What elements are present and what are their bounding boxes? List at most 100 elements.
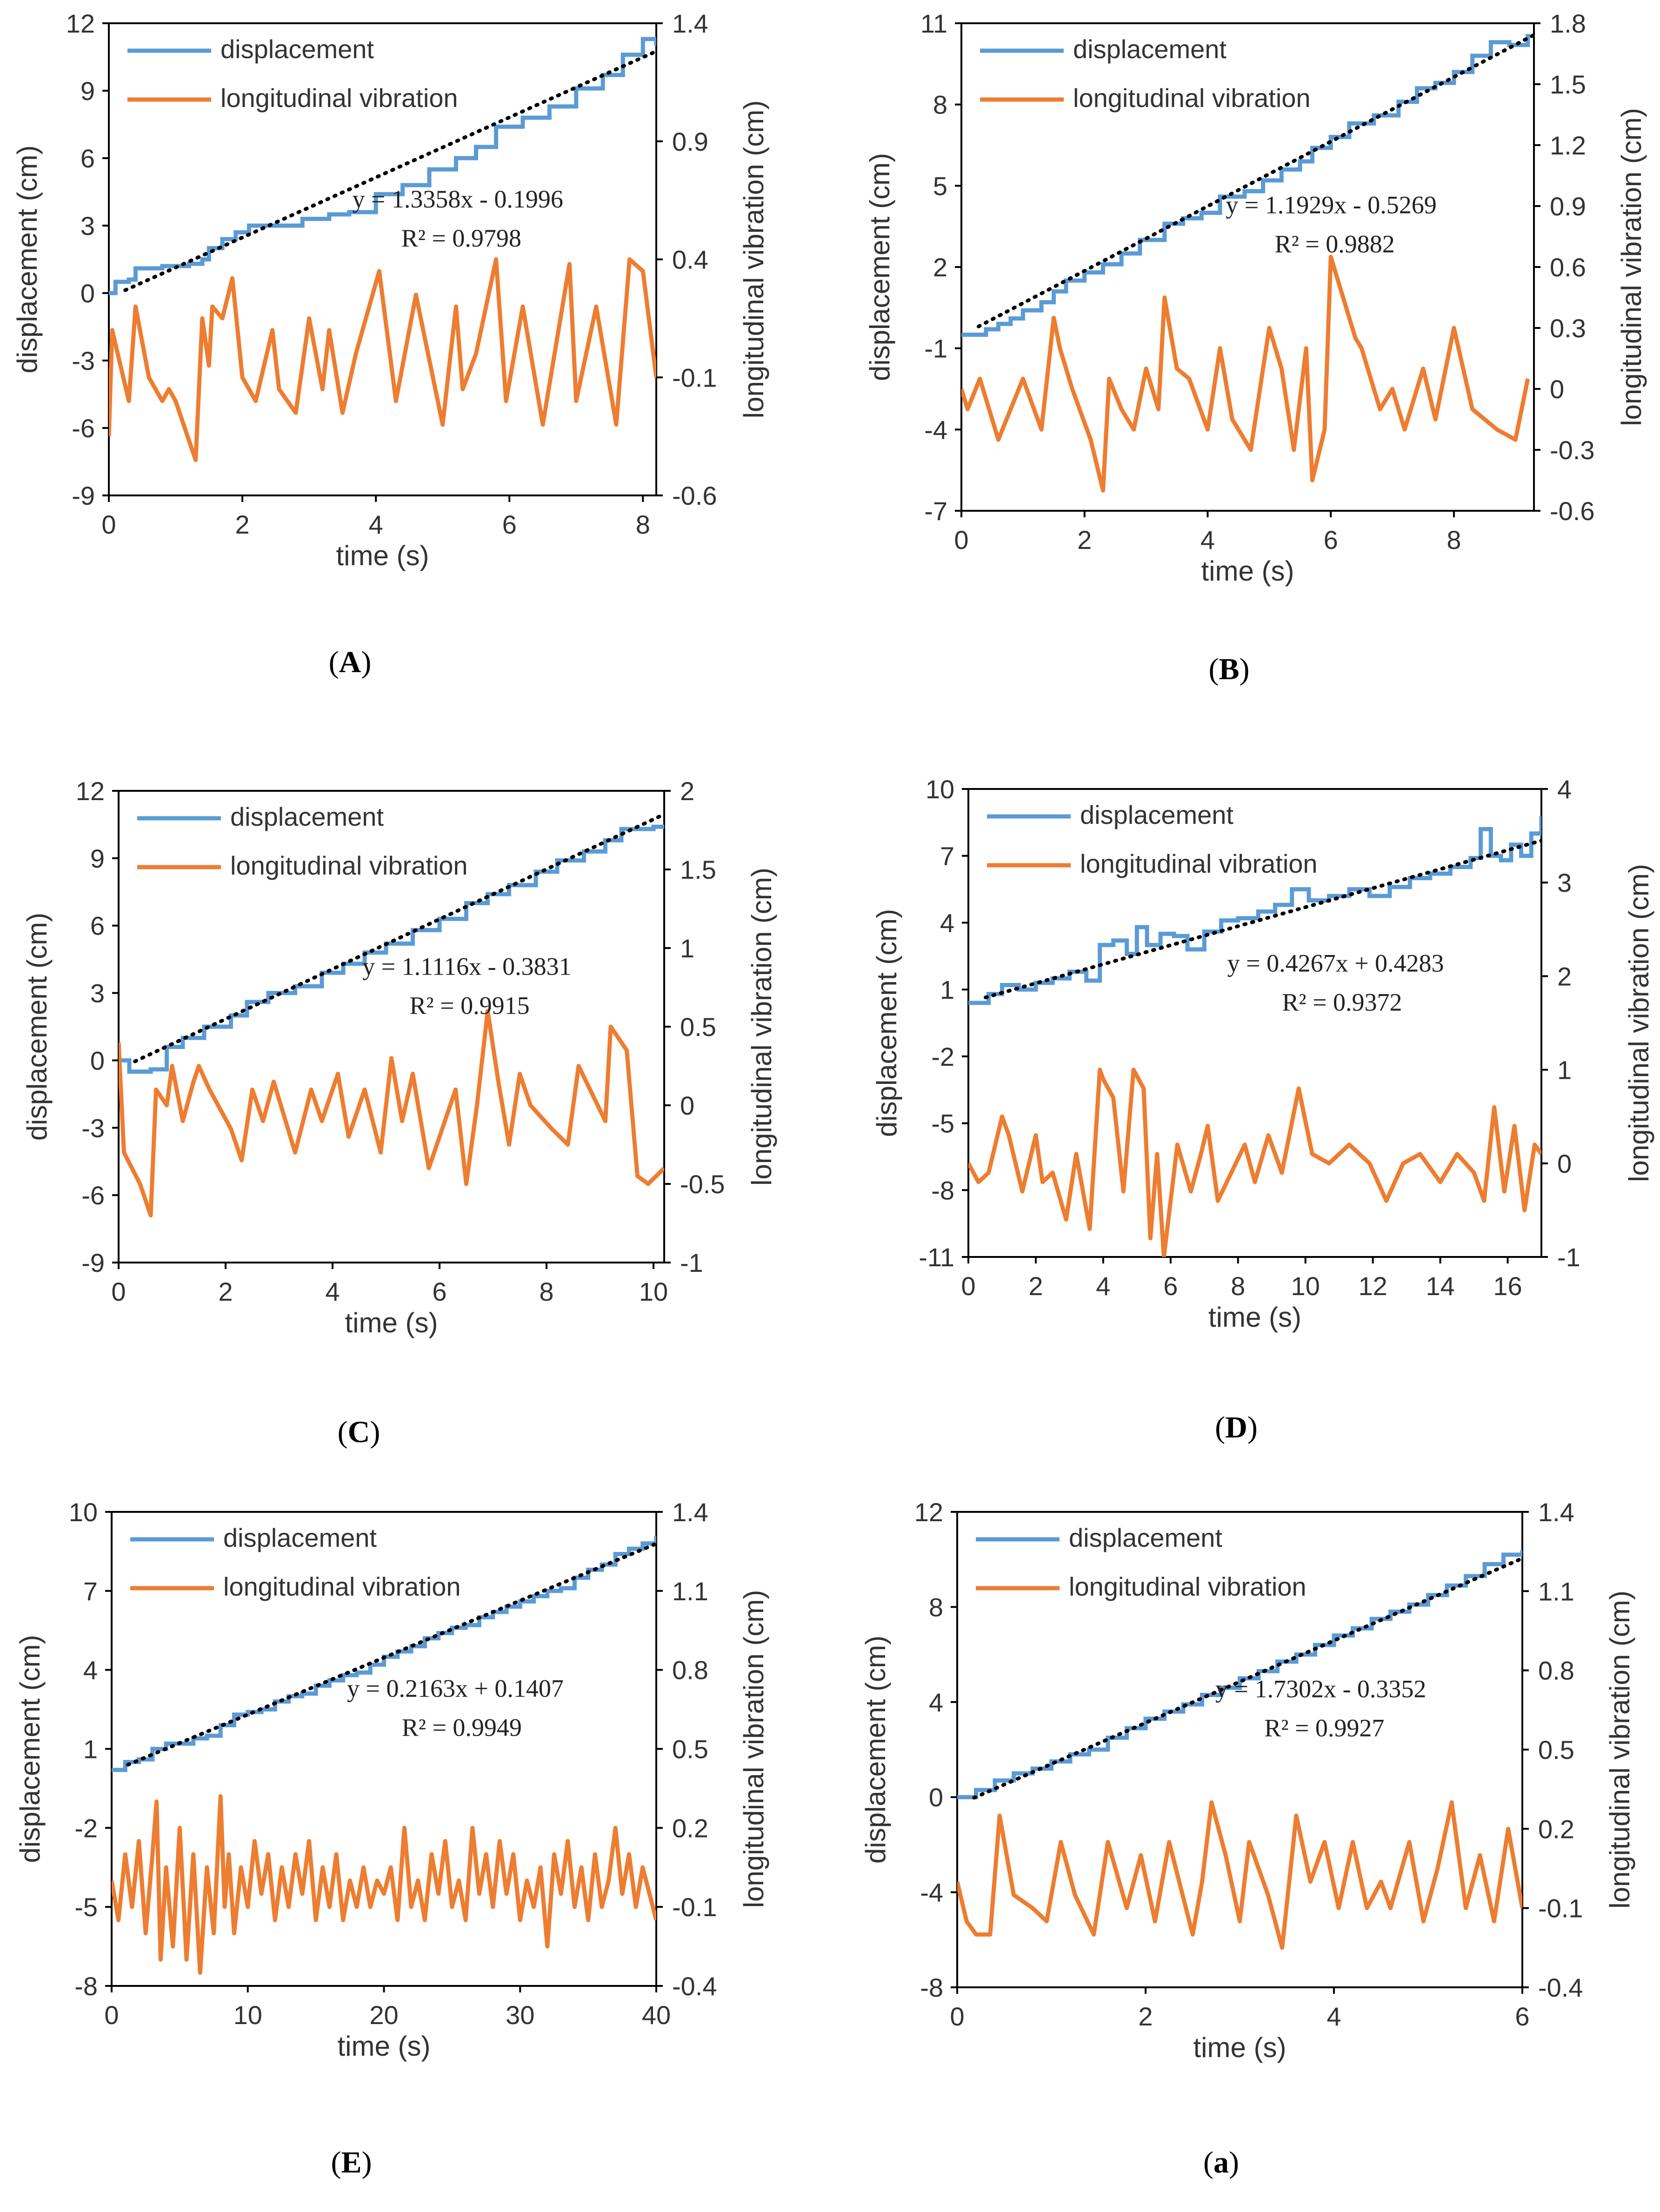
y-tick-label: -6 <box>81 1181 105 1210</box>
linear-trendline <box>976 33 1534 328</box>
legend-label-displacement: displacement <box>1073 34 1227 64</box>
y2-axis-title: longitudinal vibration (cm) <box>1616 108 1647 426</box>
vibration-series-line <box>119 1009 664 1218</box>
trend-equation: y = 0.4267x + 0.4283 <box>1227 949 1444 977</box>
y-axis-title: displacement (cm) <box>14 1635 46 1863</box>
x-tick-label: 0 <box>950 2002 964 2031</box>
legend-label-displacement: displacement <box>230 802 384 831</box>
y-tick-label: 7 <box>83 1577 98 1606</box>
x-tick-label: 4 <box>1200 525 1215 555</box>
series-group <box>957 1550 1522 1950</box>
vibration-series-line <box>112 1794 656 1975</box>
y2-tick-label: -0.5 <box>680 1169 725 1199</box>
y-axis-title: displacement (cm) <box>12 145 43 373</box>
y2-axis-title: longitudinal vibration (cm) <box>738 1590 769 1908</box>
y-tick-label: 4 <box>940 908 954 937</box>
y2-tick-label: 0.5 <box>672 1735 708 1764</box>
trend-r-squared: R² = 0.9927 <box>1264 1714 1384 1742</box>
y2-tick-label: 0.6 <box>1550 253 1586 282</box>
y2-tick-label: -0.3 <box>1550 435 1595 465</box>
displacement-series-line <box>112 1535 656 1772</box>
y2-tick-label: 2 <box>680 776 694 806</box>
series-group <box>968 815 1541 1257</box>
x-tick-label: 2 <box>235 510 249 539</box>
y-tick-label: 9 <box>90 844 105 873</box>
panel-letter: A <box>339 645 361 679</box>
linear-trendline <box>123 49 656 292</box>
y2-tick-label: 1.8 <box>1550 9 1586 38</box>
y2-tick-label: 1 <box>1557 1056 1572 1085</box>
y2-tick-label: 0.2 <box>672 1813 708 1843</box>
x-tick-label: 40 <box>642 2000 671 2030</box>
y2-tick-label: 1 <box>680 934 694 963</box>
legend-label-vibration: longitudinal vibration <box>1080 849 1318 878</box>
legend-label-displacement: displacement <box>220 34 374 64</box>
y-tick-label: 3 <box>90 979 105 1008</box>
y2-tick-label: 3 <box>1557 868 1572 897</box>
y-tick-label: 9 <box>80 76 95 106</box>
x-tick-label: 10 <box>1291 1271 1320 1301</box>
y2-axis-title: longitudinal vibration (cm) <box>1623 864 1654 1182</box>
y-tick-label: -4 <box>920 1878 943 1907</box>
y-axis-title: displacement (cm) <box>21 913 53 1141</box>
y2-axis-title: longitudinal vibration (cm) <box>746 868 777 1186</box>
y2-tick-label: -0.6 <box>672 481 717 510</box>
trend-r-squared: R² = 0.9882 <box>1275 230 1395 258</box>
trend-r-squared: R² = 0.9798 <box>401 224 521 252</box>
y2-tick-label: 4 <box>1557 775 1572 804</box>
trend-equation: y = 1.1116x - 0.3831 <box>362 952 571 980</box>
y2-axis-title: longitudinal vibration (cm) <box>738 100 769 419</box>
y-tick-label: -2 <box>74 1813 98 1843</box>
chart-panel-a: -8 -4 0 4 8 12 -0.4 -0.1 0.2 0.5 0.8 1.1 1.4 0 2 4 6 time… <box>860 1497 1635 2179</box>
y-tick-label: -11 <box>919 1243 954 1272</box>
y-axis-title: displacement (cm) <box>860 1636 891 1864</box>
trend-equation: y = 0.2163x + 0.1407 <box>347 1674 564 1702</box>
panel-label: (E) <box>331 2145 372 2179</box>
y2-tick-label: 0.9 <box>672 127 708 156</box>
series-group <box>119 812 664 1218</box>
vibration-series-line <box>957 1800 1522 1950</box>
panel-letter: C <box>348 1415 370 1449</box>
panel-label: (a) <box>1203 2145 1239 2179</box>
panel-letter: D <box>1225 1410 1247 1444</box>
x-tick-label: 10 <box>233 2000 262 2030</box>
x-axis-title: time (s) <box>338 2031 431 2062</box>
trend-r-squared: R² = 0.9915 <box>409 991 529 1019</box>
x-tick-label: 6 <box>1324 525 1338 555</box>
y-tick-label: -8 <box>931 1176 954 1205</box>
displacement-series-line <box>957 1550 1522 1799</box>
y2-tick-label: 1.5 <box>1550 70 1586 99</box>
linear-trendline <box>133 812 664 1063</box>
x-tick-label: 4 <box>369 510 383 539</box>
y-tick-label: 10 <box>926 775 954 804</box>
x-tick-label: 2 <box>218 1277 233 1306</box>
y2-tick-label: 0.9 <box>1550 192 1586 221</box>
x-tick-label: 8 <box>539 1277 553 1306</box>
y-axis-title: displacement (cm) <box>871 909 902 1137</box>
y-tick-label: -3 <box>81 1113 105 1143</box>
y-tick-label: 10 <box>69 1497 98 1527</box>
legend-label-displacement: displacement <box>1069 1523 1222 1552</box>
legend-label-vibration: longitudinal vibration <box>230 851 468 880</box>
x-tick-label: 2 <box>1138 2002 1153 2031</box>
x-tick-label: 30 <box>506 2000 534 2030</box>
y-tick-label: -6 <box>72 414 95 443</box>
trend-r-squared: R² = 0.9949 <box>402 1713 522 1741</box>
y2-tick-label: 0 <box>1557 1149 1572 1178</box>
x-axis-title: time (s) <box>345 1307 438 1338</box>
chart-panel-B: -7 -4 -1 2 5 8 11 -0.6 -0.3 0 0.3 0.6 0.9 1.2 1.5 1.8 0 2… <box>864 9 1647 686</box>
y-tick-label: 11 <box>920 9 947 38</box>
y2-tick-label: 0.8 <box>672 1656 708 1685</box>
y2-tick-label: 0 <box>1550 374 1564 404</box>
y-tick-label: 8 <box>929 1592 943 1622</box>
displacement-series-line <box>109 37 656 295</box>
x-tick-label: 20 <box>369 2000 398 2030</box>
x-tick-label: 0 <box>111 1277 126 1306</box>
x-tick-label: 0 <box>101 510 116 539</box>
y2-tick-label: -0.1 <box>672 363 717 392</box>
y2-tick-label: -0.1 <box>1538 1894 1583 1923</box>
x-tick-label: 12 <box>1358 1271 1387 1301</box>
y-tick-label: 4 <box>83 1656 98 1685</box>
